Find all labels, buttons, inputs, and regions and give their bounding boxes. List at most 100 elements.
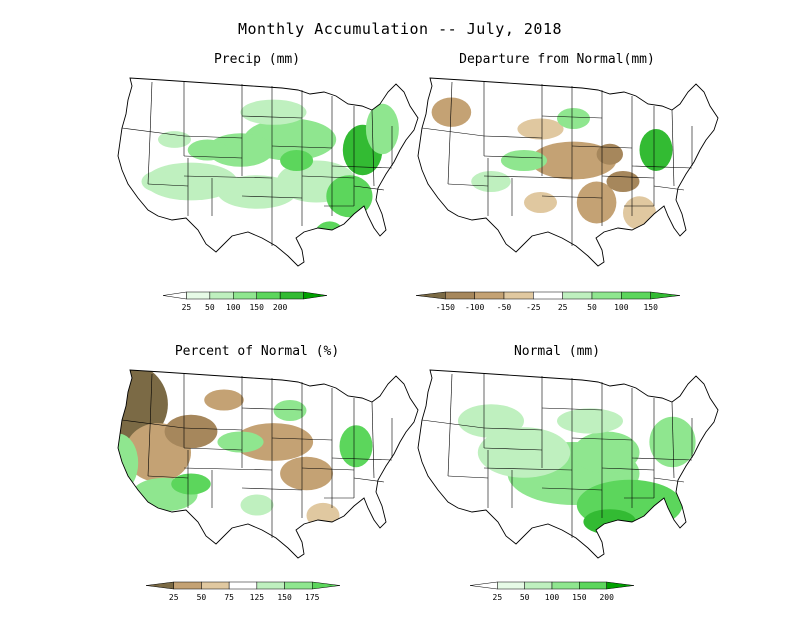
percent-map — [117, 369, 419, 559]
shaded-region — [207, 133, 274, 167]
departure-panel: Departure from Normal(mm) — [392, 52, 722, 322]
state-border — [147, 475, 189, 479]
colorbar-segment — [145, 581, 174, 590]
colorbar-segment — [162, 291, 187, 300]
state-border — [241, 487, 303, 491]
state-border — [449, 373, 453, 429]
state-border — [447, 183, 489, 187]
state-border — [331, 457, 393, 461]
colorbar-tick-label: 25 — [182, 303, 192, 312]
state-border — [371, 401, 375, 479]
state-border — [353, 185, 385, 191]
colorbar-tick-label: 200 — [273, 303, 288, 312]
shaded-region — [158, 131, 191, 148]
shaded-region — [141, 171, 175, 192]
colorbar-segment — [591, 291, 622, 300]
colorbar-tick-label: -50 — [497, 303, 512, 312]
colorbar-segment — [256, 581, 285, 590]
state-border — [301, 467, 355, 471]
colorbar-tick-label: 25 — [493, 593, 503, 602]
colorbar-segment — [562, 291, 593, 300]
precip-panel: Precip (mm) — [92, 52, 422, 322]
shaded-region — [171, 473, 211, 495]
colorbar-segment — [533, 291, 563, 300]
colorbar-segment — [186, 291, 211, 300]
state-border — [149, 81, 153, 137]
state-border — [631, 457, 693, 461]
colorbar-tick-label: -150 — [436, 303, 455, 312]
colorbar-segment — [415, 291, 446, 300]
state-border — [353, 477, 385, 483]
shaded-region — [280, 456, 333, 491]
state-borders — [421, 373, 693, 538]
state-border — [483, 135, 543, 139]
shaded-region — [517, 118, 564, 140]
shaded-region — [500, 150, 548, 171]
colorbar-segment — [279, 291, 304, 300]
state-border — [447, 135, 451, 185]
shaded-region — [164, 414, 218, 449]
state-border — [483, 447, 543, 451]
colorbar-segment — [524, 581, 553, 590]
shaded-regions — [458, 404, 696, 558]
shaded-region — [626, 526, 660, 558]
state-border — [147, 427, 151, 477]
shaded-region — [240, 494, 274, 516]
shaded-region — [576, 181, 617, 224]
state-border — [571, 437, 633, 441]
state-border — [331, 165, 393, 169]
shaded-region — [524, 192, 557, 213]
state-border — [271, 145, 333, 149]
shaded-region — [204, 389, 244, 411]
state-border — [653, 185, 685, 191]
conus-fill — [118, 78, 418, 266]
colorbar-tick-label: -25 — [526, 303, 541, 312]
state-borders — [121, 373, 393, 538]
state-border — [483, 175, 573, 179]
colorbar-segment — [233, 291, 257, 300]
colorbar-segment — [256, 291, 281, 300]
precip-colorbar: 25 50 100 150 200 — [162, 291, 328, 312]
shaded-region — [606, 171, 640, 192]
state-border — [541, 407, 603, 411]
colorbar-segment — [551, 581, 580, 590]
colorbar-segment — [497, 581, 525, 590]
shaded-region — [573, 431, 640, 474]
colorbar-tick-label: 50 — [587, 303, 597, 312]
colorbar-segment — [312, 581, 341, 590]
state-border — [183, 427, 243, 431]
state-border — [371, 109, 375, 187]
colorbar-tick-label: 50 — [520, 593, 530, 602]
state-border — [483, 155, 543, 159]
shaded-region — [326, 175, 373, 218]
colorbar-tick-label: 175 — [305, 593, 320, 602]
shaded-region — [471, 171, 511, 192]
state-border — [183, 175, 273, 179]
colorbar-tick-label: 25 — [169, 593, 179, 602]
colorbar-segment — [303, 291, 328, 300]
colorbar-tick-label: 150 — [643, 303, 658, 312]
departure-map — [417, 77, 719, 267]
shaded-region — [313, 221, 347, 255]
state-border — [447, 475, 489, 479]
percent-panel-title: Percent of Normal (%) — [174, 344, 340, 359]
colorbar-tick-label: 100 — [545, 593, 560, 602]
colorbar-tick-label: 150 — [572, 593, 587, 602]
colorbar-segment — [284, 581, 313, 590]
conus-outline — [117, 369, 419, 559]
shaded-region — [273, 400, 307, 421]
state-border — [653, 477, 685, 483]
colorbar-segment — [228, 581, 258, 590]
precip-map — [117, 77, 419, 267]
state-border — [241, 195, 303, 199]
shaded-region — [217, 175, 297, 209]
state-border — [483, 427, 543, 431]
percent-panel: Percent of Normal (%) — [92, 344, 422, 614]
shaded-region — [217, 431, 264, 453]
colorbar-tick-label: 150 — [277, 593, 292, 602]
colorbar-segment — [621, 291, 651, 300]
colorbar-tick-label: 200 — [599, 593, 614, 602]
state-border — [541, 487, 603, 491]
shaded-region — [431, 97, 472, 127]
shaded-region — [339, 425, 373, 468]
